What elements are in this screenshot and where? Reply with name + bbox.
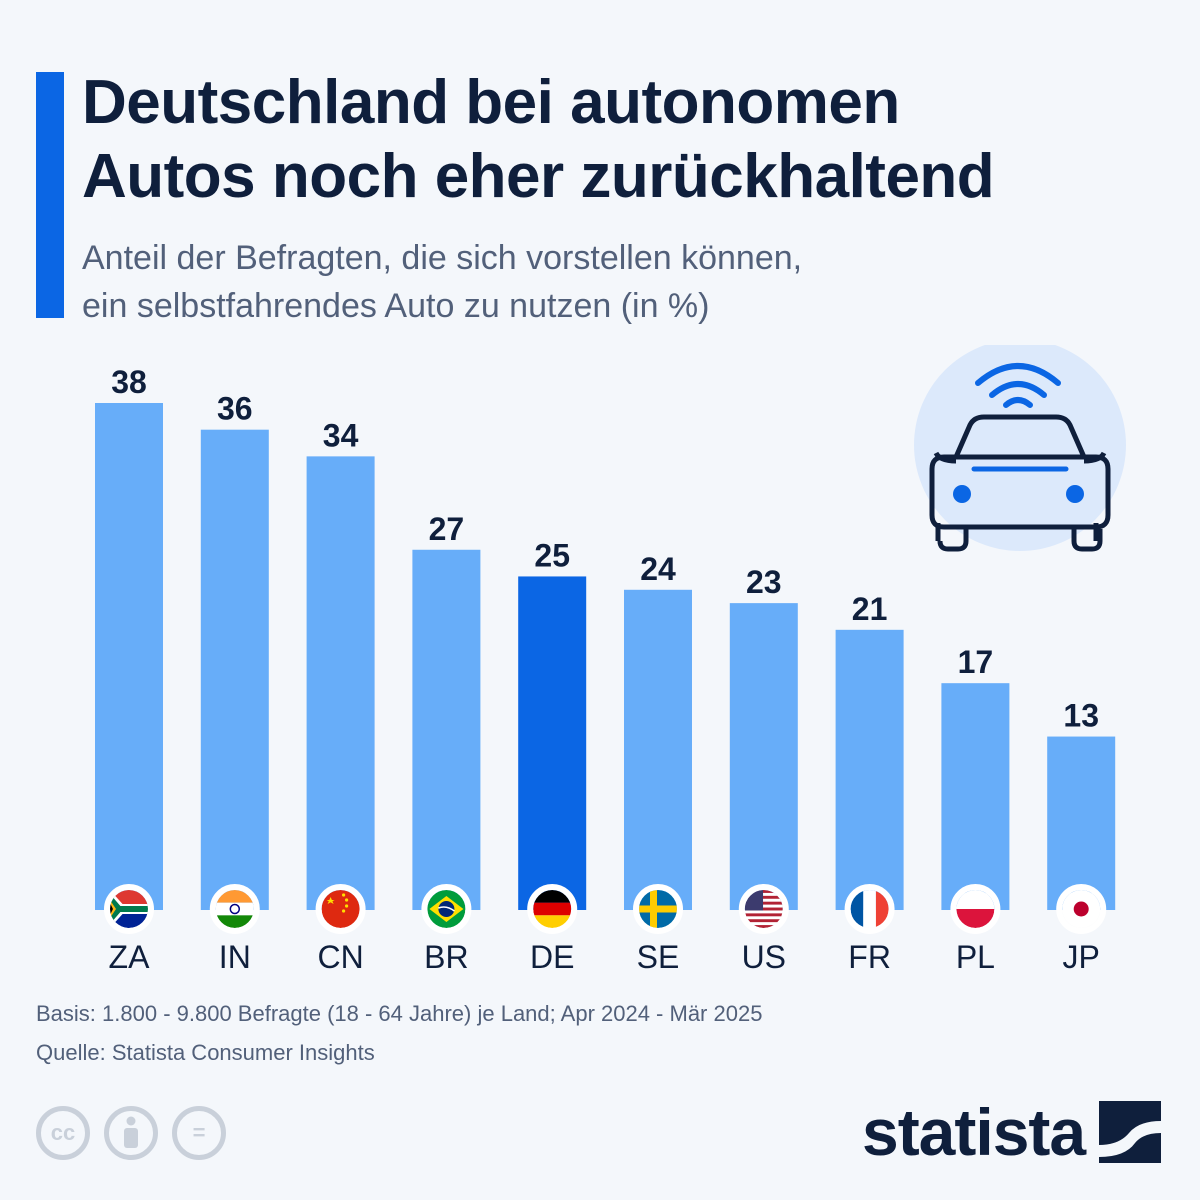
- brand-name: statista: [862, 1095, 1086, 1169]
- page-subtitle: Anteil der Befragten, die sich vorstelle…: [82, 234, 1082, 330]
- category-label-pl: PL: [956, 939, 995, 975]
- bar-de: [518, 576, 587, 910]
- category-label-cn: CN: [317, 939, 363, 975]
- bar-us: [729, 603, 798, 910]
- flag-za-icon: [104, 884, 154, 934]
- value-label-cn: 34: [323, 417, 359, 453]
- category-label-se: SE: [637, 939, 680, 975]
- bar-se: [624, 589, 692, 910]
- accent-bar: [36, 72, 64, 318]
- flag-us-icon: [738, 884, 789, 934]
- footnote-source: Quelle: Statista Consumer Insights: [36, 1040, 375, 1065]
- flag-de-icon: [527, 884, 578, 934]
- statista-logo-icon: [1099, 1101, 1162, 1163]
- bar-chart: 38 ZA 36 IN 34 CN 27 BR 25 DE 24 SE 23 US 21 FR 17 PL 13 JP: [95, 364, 1116, 975]
- value-label-za: 38: [111, 364, 147, 400]
- bar-cn: [306, 456, 375, 910]
- flag-cn-icon: [315, 884, 366, 934]
- bar-in: [200, 429, 269, 910]
- value-label-us: 23: [746, 564, 782, 600]
- flag-pl-icon: [950, 884, 1001, 934]
- category-label-jp: JP: [1063, 939, 1100, 975]
- value-label-de: 25: [534, 537, 570, 573]
- flag-br-icon: [421, 884, 472, 934]
- category-label-za: ZA: [109, 939, 151, 975]
- flag-in-icon: [209, 884, 260, 934]
- bar-fr: [835, 629, 904, 910]
- license-icons: cc =: [36, 1106, 226, 1160]
- attribution-icon[interactable]: [104, 1106, 158, 1160]
- bar-pl: [941, 683, 1010, 910]
- footnote-basis: Basis: 1.800 - 9.800 Befragte (18 - 64 J…: [36, 1001, 763, 1026]
- bar-za: [95, 403, 163, 910]
- flag-fr-icon: [844, 884, 895, 934]
- self-driving-car-icon: [914, 345, 1126, 552]
- value-label-br: 27: [429, 511, 465, 547]
- category-label-fr: FR: [848, 939, 891, 975]
- category-label-us: US: [742, 939, 786, 975]
- category-label-in: IN: [219, 939, 251, 975]
- cc-license-icon[interactable]: cc: [36, 1106, 90, 1160]
- flag-se-icon: [633, 884, 683, 934]
- subtitle-line-1: Anteil der Befragten, die sich vorstelle…: [82, 239, 803, 277]
- category-label-de: DE: [530, 939, 574, 975]
- value-label-pl: 17: [958, 644, 994, 680]
- statista-logo[interactable]: statista: [862, 1094, 1162, 1170]
- category-label-br: BR: [424, 939, 468, 975]
- wifi-icon: [975, 363, 1061, 408]
- bar-br: [412, 549, 481, 910]
- value-label-in: 36: [217, 391, 253, 427]
- title-line-1: Deutschland bei autonomen: [82, 68, 900, 137]
- title-line-2: Autos noch eher zurückhaltend: [82, 142, 995, 211]
- flag-jp-icon: [1056, 884, 1107, 934]
- bar-jp: [1047, 736, 1116, 910]
- no-derivatives-icon[interactable]: =: [172, 1106, 226, 1160]
- value-label-se: 24: [640, 551, 676, 587]
- value-label-fr: 21: [852, 591, 888, 627]
- value-label-jp: 13: [1063, 698, 1099, 734]
- subtitle-line-2: ein selbstfahrendes Auto zu nutzen (in %…: [82, 287, 710, 325]
- page-title: Deutschland bei autonomen Autos noch ehe…: [82, 66, 1172, 214]
